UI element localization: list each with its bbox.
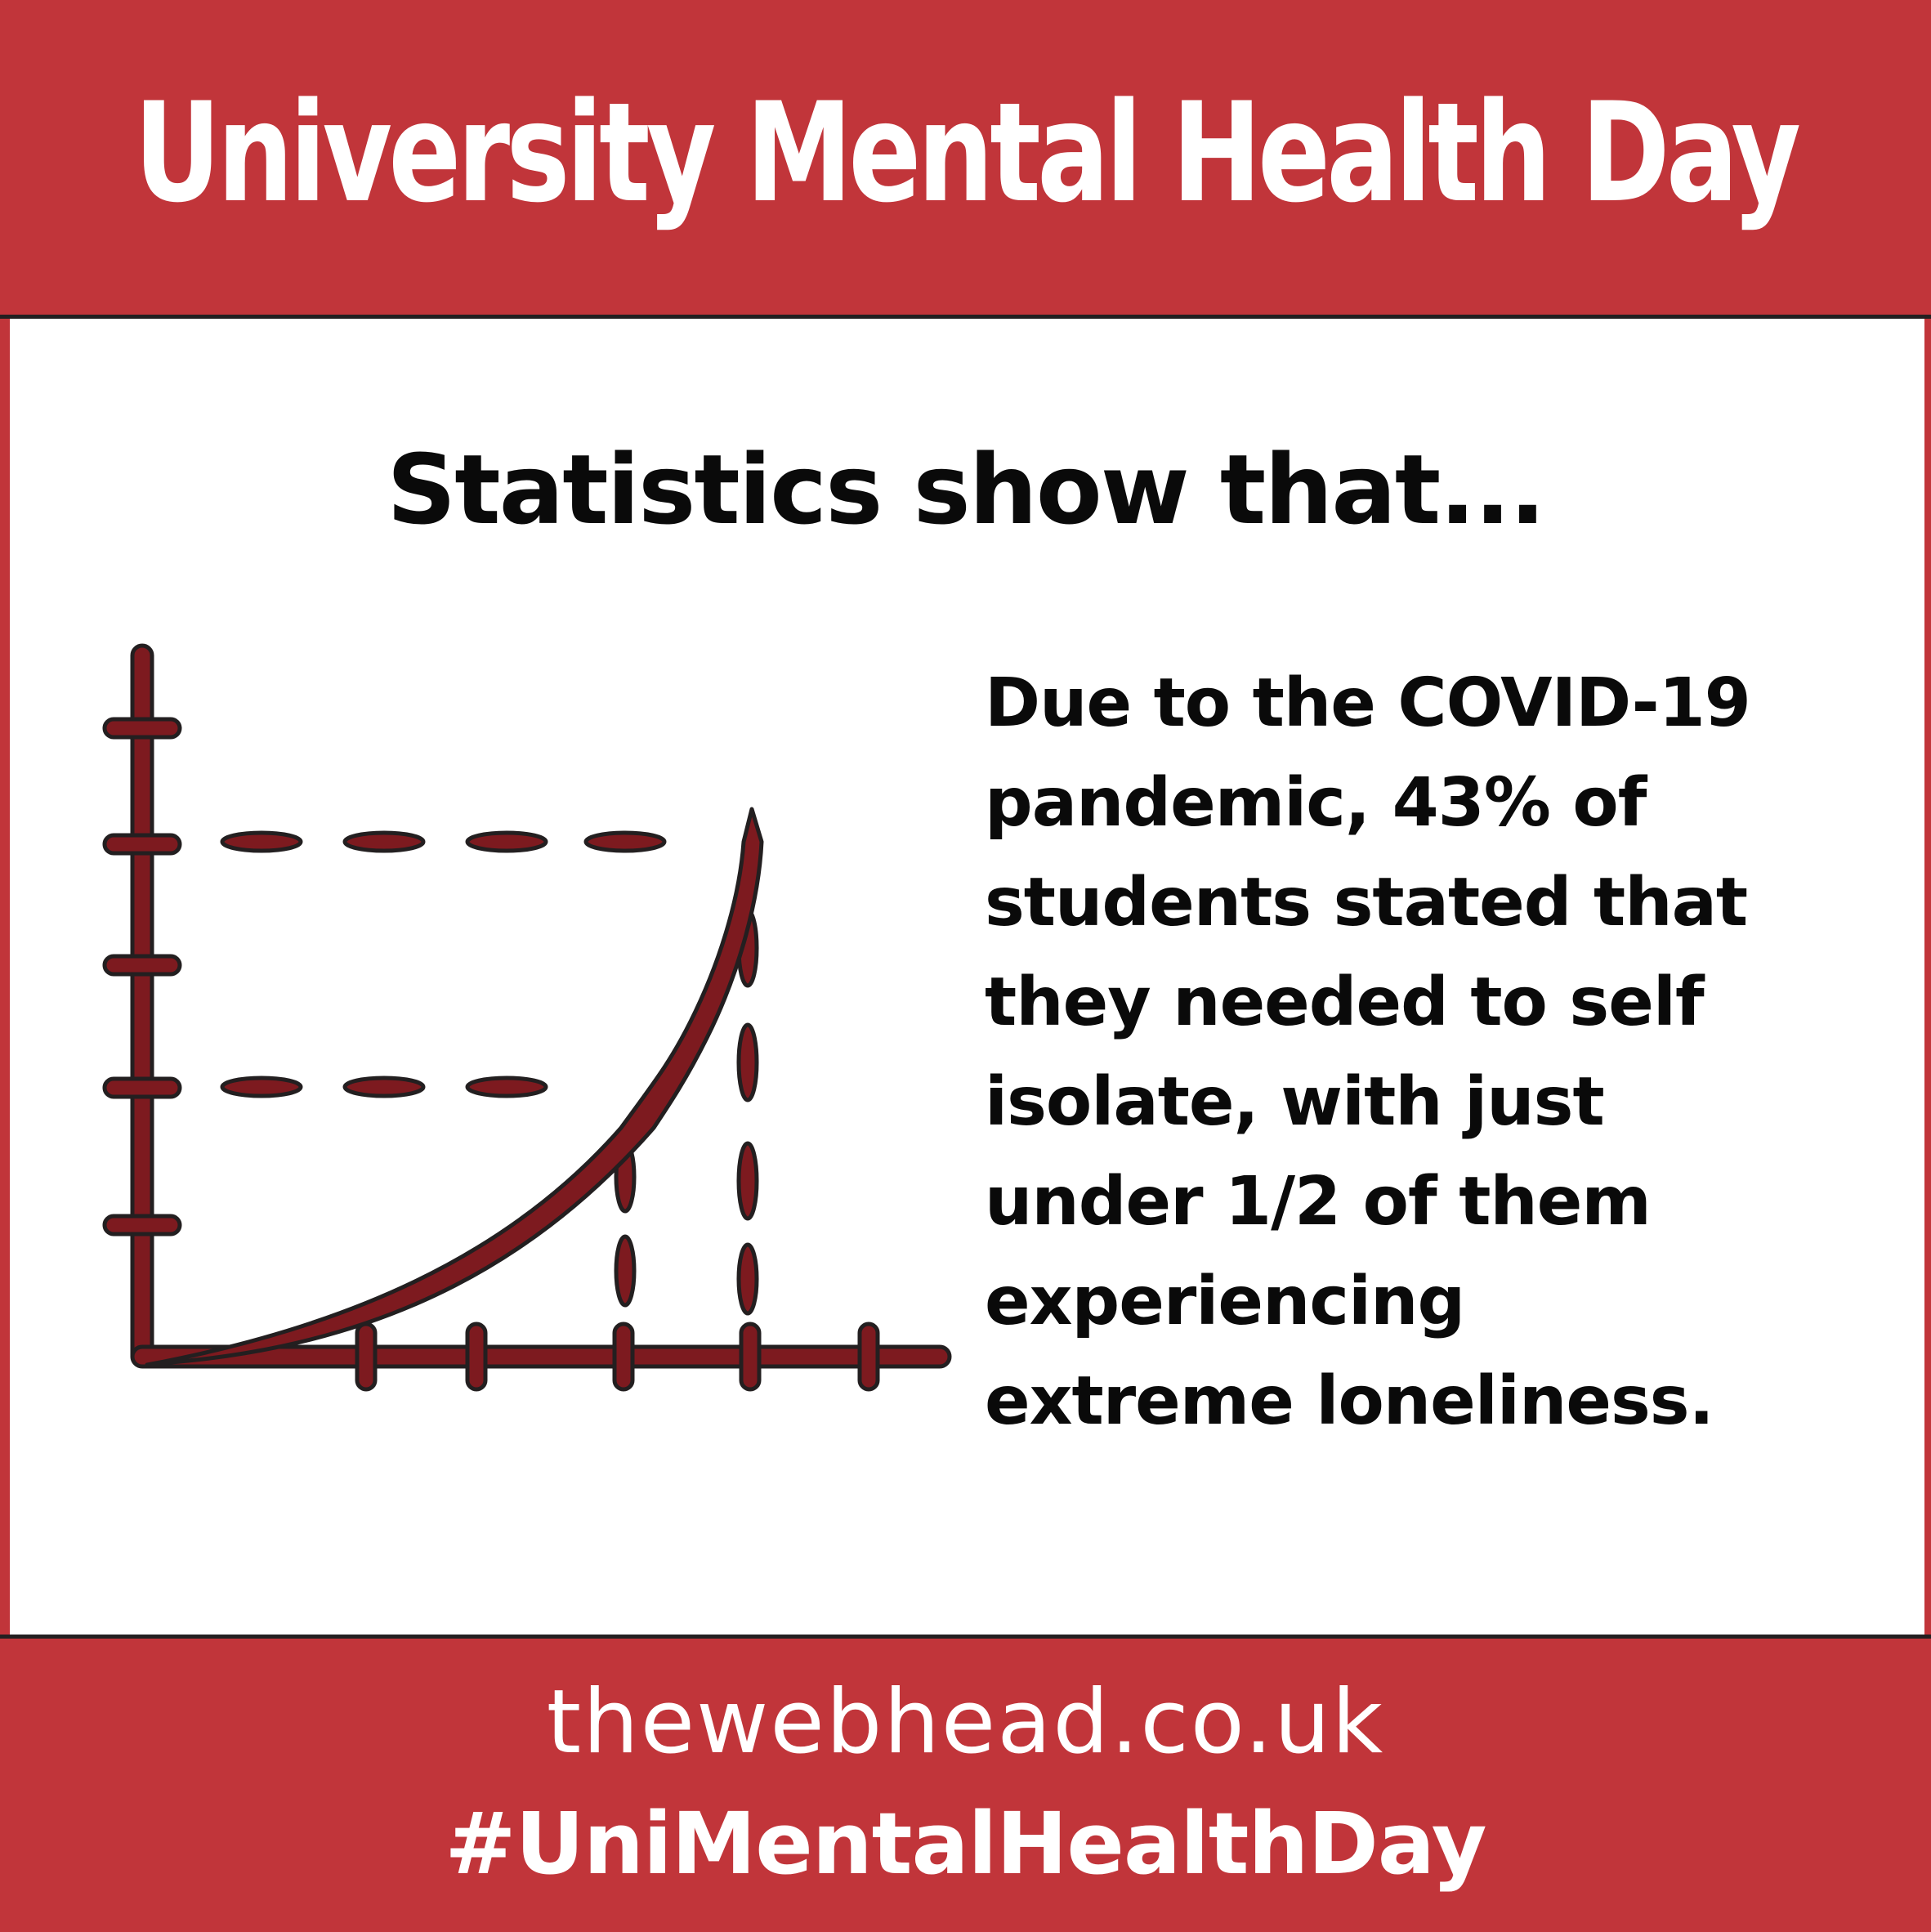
left-border	[0, 0, 10, 1932]
footer-banner: thewebhead.co.uk #UniMentalHealthDay	[0, 1635, 1931, 1932]
statistic-text: Due to the COVID-19 pandemic, 43% of stu…	[985, 664, 1751, 1440]
x-axis	[130, 1322, 952, 1392]
dashed-guide-middle	[220, 1076, 548, 1098]
rising-curve	[145, 807, 764, 1367]
hashtag: #UniMentalHealthDay	[445, 1794, 1486, 1894]
y-axis	[102, 643, 182, 1367]
right-border	[1924, 0, 1931, 1932]
subheading: Statistics show that...	[387, 433, 1546, 546]
page-title: University Mental Health Day	[133, 72, 1801, 233]
dashed-guide-right	[736, 908, 759, 1316]
rising-line-graph-icon	[102, 643, 952, 1392]
dashed-guide-top	[220, 830, 667, 853]
website-link[interactable]: thewebhead.co.uk	[546, 1671, 1385, 1773]
header-banner: University Mental Health Day	[0, 0, 1931, 319]
